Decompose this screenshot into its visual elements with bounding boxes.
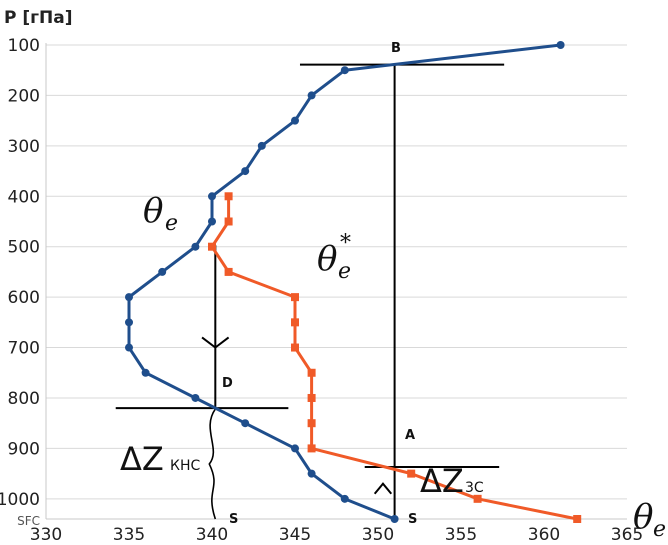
point-theta-e-star [473,494,482,503]
point-label-b: B [391,41,401,56]
point-theta-e [241,167,250,176]
y-tick-label: 300 [8,137,40,157]
point-label-a: A [405,428,415,443]
y-tick-label: 100 [8,36,40,56]
y-tick-label: 400 [8,187,40,207]
point-theta-e-star [307,444,316,453]
point-theta-e [208,192,216,201]
x-tick-label: 340 [196,525,228,545]
point-theta-e [556,41,565,49]
point-theta-e-star [307,393,316,402]
series-line-theta-e-star [210,196,578,521]
y-tick-label: 700 [8,339,40,359]
x-tick-label: 345 [279,525,311,545]
point-theta-e-star [224,267,233,276]
gridlines [45,43,627,520]
x-tick-label: 330 [30,525,62,545]
point-theta-e [241,419,250,428]
point-theta-e [158,267,167,276]
arrow-up [373,482,393,495]
y-tick-label: 500 [8,238,40,258]
point-theta-e [208,217,216,226]
point-theta-e [125,293,133,302]
theta-e-star-label-sub: e [338,259,351,284]
point-theta-e-star [307,419,316,428]
delta-z-3c-sub: 3С [465,480,484,496]
x-tick-label: 360 [528,525,560,545]
annotation-labels: B A D S S θ e θ e * θ e ΔZ КНС ΔZ 3С [120,41,666,542]
point-theta-e-star [224,217,233,226]
point-theta-e-star [224,192,233,201]
point-theta-e [307,469,316,478]
theta-e-star-label: θ [317,239,337,279]
point-theta-e [390,515,399,523]
point-theta-e [291,116,299,125]
point-theta-e-star [291,318,299,327]
x-axis-theta-label-sub: e [653,517,666,542]
delta-z-3c-label: ΔZ [420,462,464,500]
x-tick-labels: 330 335 340 345 350 355 360 365 [30,525,643,545]
y-tick-label: 800 [8,389,40,409]
point-theta-e-star [291,343,299,352]
y-tick-labels: 100 200 300 400 500 600 700 800 900 1000 SFC [0,36,40,528]
delta-z-knc-sub: КНС [170,458,200,474]
series-group [125,41,582,523]
x-tick-label: 355 [445,525,477,545]
y-tick-label: SFC [17,514,40,528]
brace-knc [208,408,217,520]
arrow-down [201,336,230,349]
point-theta-e [291,444,299,453]
point-label-d: D [222,376,233,391]
point-label-s-left: S [229,512,238,527]
point-theta-e-star [407,469,416,478]
point-theta-e [191,242,200,251]
delta-z-knc-label: ΔZ [120,440,164,478]
y-tick-label: 200 [8,86,40,106]
point-theta-e [307,91,316,100]
point-label-s-right: S [408,512,417,527]
series-line-theta-e [127,43,561,521]
theta-e-star-label-sup: * [340,231,351,256]
y-tick-label: 1000 [0,490,40,510]
point-theta-e-star [208,242,216,251]
theta-e-label: θ [143,191,163,231]
y-axis-label: P [гПа] [4,8,73,28]
y-tick-label: 900 [8,439,40,459]
x-axis-theta-label: θ [633,497,653,537]
x-tick-label: 365 [611,525,643,545]
point-theta-e [141,368,150,377]
point-theta-e [340,66,349,75]
x-tick-label: 335 [113,525,145,545]
point-theta-e [191,393,200,402]
y-tick-label: 600 [8,288,40,308]
point-theta-e [340,494,349,503]
point-theta-e [125,318,133,327]
point-theta-e-star [307,368,316,377]
point-theta-e [257,141,266,150]
point-theta-e-star [573,515,582,523]
x-tick-label: 350 [362,525,394,545]
point-theta-e [125,343,133,352]
annotation-lines [115,63,505,520]
theta-e-label-sub: e [165,211,178,236]
point-theta-e-star [291,293,299,302]
